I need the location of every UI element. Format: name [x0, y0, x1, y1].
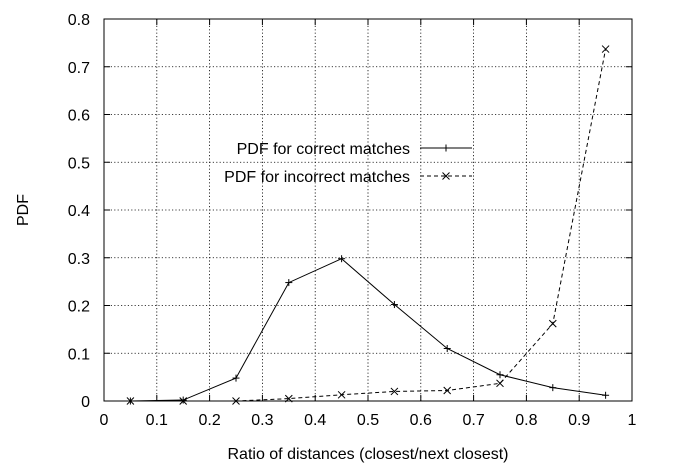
y-tick-label: 0.2: [68, 299, 90, 316]
data-point: [548, 319, 557, 328]
legend-marker: [442, 144, 450, 152]
data-point: [179, 396, 187, 404]
data-point: [232, 397, 240, 405]
x-tick-label: 0.5: [357, 412, 379, 429]
data-point: [390, 387, 399, 396]
data-point: [602, 391, 610, 399]
x-tick-label: 0.2: [198, 412, 220, 429]
data-point: [443, 344, 451, 352]
y-tick-label: 0.4: [68, 203, 90, 220]
y-tick-label: 0.8: [68, 12, 90, 29]
x-tick-label: 0.7: [462, 412, 484, 429]
x-tick-label: 0.8: [515, 412, 537, 429]
grid: [104, 19, 632, 401]
series: [126, 45, 610, 405]
series-line: [130, 258, 606, 402]
data-point: [549, 384, 557, 392]
x-tick-label: 0.6: [410, 412, 432, 429]
legend: PDF for correct matches PDF for incorrect…: [224, 141, 472, 186]
x-tick-label: 0: [100, 412, 109, 429]
x-tick-label: 0.1: [146, 412, 168, 429]
data-point: [390, 301, 398, 309]
y-tick-label: 0.5: [68, 155, 90, 172]
axis-ticks: 0 0.1 0.2 0.3 0.4 0.5 0.6 0.7 0.8 0.9 1 0 0.1 0.2 0.3 0…: [68, 12, 637, 429]
data-point: [496, 379, 504, 388]
y-tick-label: 0.6: [68, 108, 90, 125]
data-point: [232, 374, 240, 382]
x-tick-label: 0.3: [251, 412, 273, 429]
legend-label: PDF for correct matches: [237, 141, 410, 158]
data-point: [284, 394, 293, 403]
data-point: [338, 255, 346, 263]
y-tick-label: 0: [81, 394, 90, 411]
data-point: [496, 371, 504, 379]
x-tick-label: 0.9: [568, 412, 590, 429]
series-line: [130, 48, 607, 402]
x-axis-label: Ratio of distances (closest/next closest…: [227, 446, 508, 463]
data-point: [126, 397, 135, 405]
series-incorrect-matches: [126, 45, 610, 405]
y-axis-label: PDF: [15, 194, 32, 226]
y-tick-label: 0.1: [68, 346, 90, 363]
data-point: [601, 45, 610, 53]
data-point: [337, 390, 346, 399]
legend-marker: [442, 172, 450, 180]
data-point: [285, 279, 293, 287]
x-tick-label: 0.4: [304, 412, 326, 429]
legend-label: PDF for incorrect matches: [224, 169, 410, 186]
y-tick-label: 0.7: [68, 60, 90, 77]
y-tick-label: 0.3: [68, 251, 90, 268]
data-point: [179, 397, 188, 405]
x-tick-label: 1: [628, 412, 637, 429]
data-point: [443, 386, 452, 395]
